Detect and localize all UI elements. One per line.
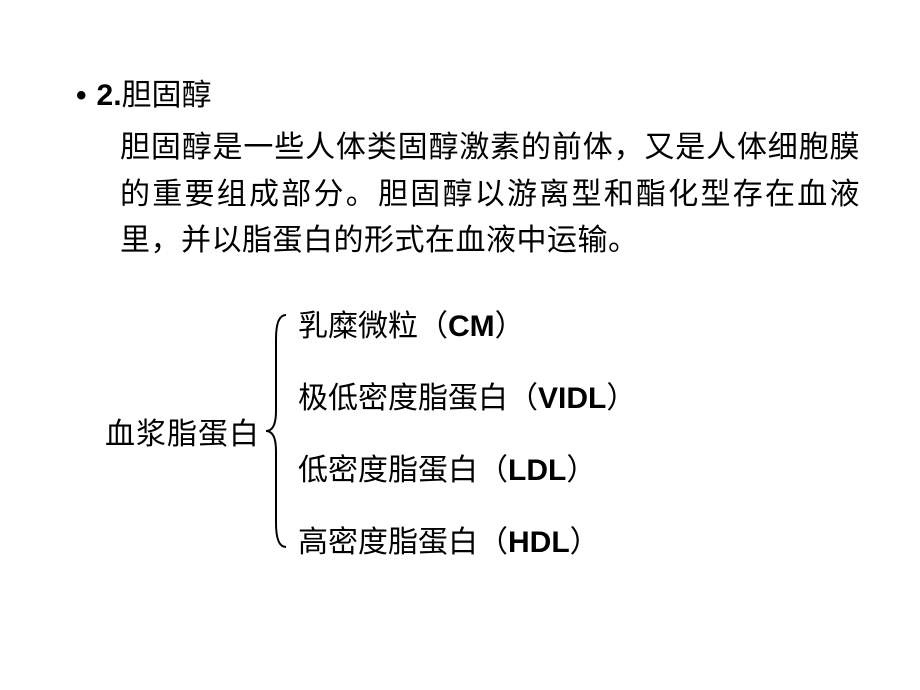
heading-number: 2. — [97, 79, 122, 112]
list-item: 低密度脂蛋白（LDL） — [298, 445, 636, 489]
item-abbr: LDL — [508, 454, 566, 487]
item-text: 低密度脂蛋白（ — [298, 454, 508, 487]
list-item: 高密度脂蛋白（HDL） — [298, 517, 636, 561]
list-item: 极低密度脂蛋白（VIDL） — [298, 373, 636, 417]
item-text: 乳糜微粒（ — [298, 310, 448, 343]
item-abbr: VIDL — [538, 382, 606, 415]
item-suffix: ） — [566, 454, 596, 487]
list-item: 乳糜微粒（CM） — [298, 301, 636, 345]
item-suffix: ） — [495, 310, 525, 343]
item-text: 高密度脂蛋白（ — [298, 526, 508, 559]
bullet: • — [76, 75, 87, 117]
left-brace-icon — [262, 311, 290, 551]
item-text: 极低密度脂蛋白（ — [298, 382, 538, 415]
item-suffix: ） — [570, 526, 600, 559]
item-suffix: ） — [606, 382, 636, 415]
bracket-label: 血浆脂蛋白 — [105, 409, 260, 453]
slide-content: • 2.胆固醇 胆固醇是一些人体类固醇激素的前体，又是人体细胞膜的重要组成部分。… — [0, 0, 920, 561]
heading: 2.胆固醇 — [97, 75, 212, 117]
heading-row: • 2.胆固醇 — [60, 75, 860, 117]
bracket-section: 血浆脂蛋白 乳糜微粒（CM） 极低密度脂蛋白（VIDL） 低密度脂蛋白（LDL）… — [105, 301, 860, 561]
body-paragraph: 胆固醇是一些人体类固醇激素的前体，又是人体细胞膜的重要组成部分。胆固醇以游离型和… — [120, 125, 860, 265]
item-abbr: CM — [448, 310, 495, 343]
bracket-items: 乳糜微粒（CM） 极低密度脂蛋白（VIDL） 低密度脂蛋白（LDL） 高密度脂蛋… — [298, 301, 636, 561]
item-abbr: HDL — [508, 526, 570, 559]
heading-title: 胆固醇 — [122, 79, 212, 112]
